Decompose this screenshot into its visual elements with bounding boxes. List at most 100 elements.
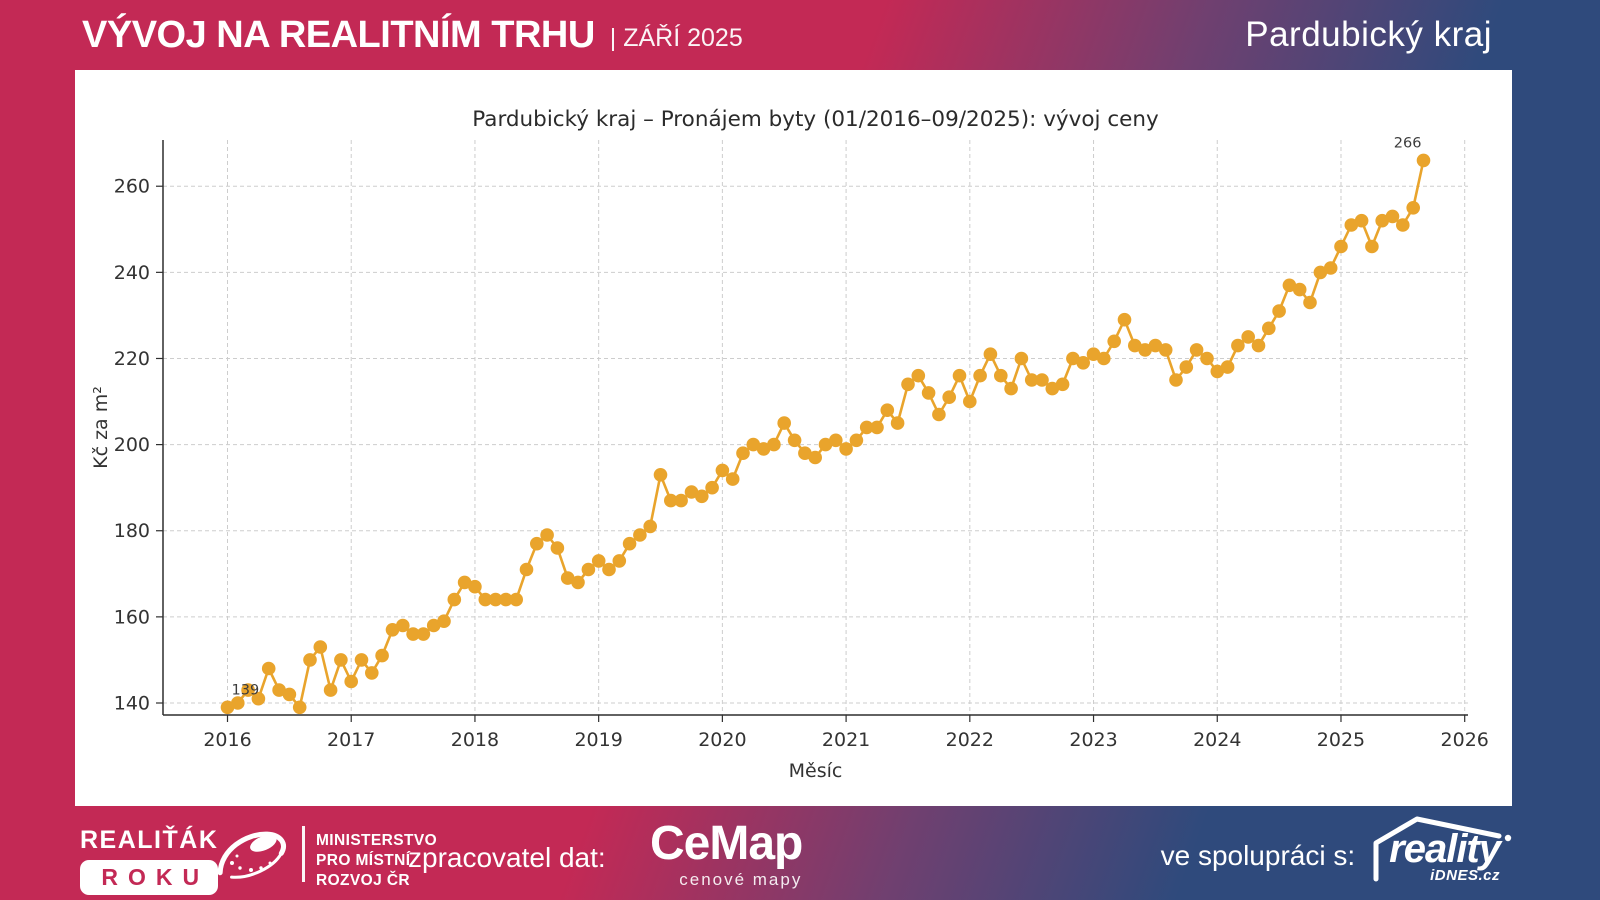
- data-point-marker: [1169, 373, 1183, 387]
- annotation-label: 266: [1394, 135, 1422, 151]
- data-point-marker: [880, 403, 895, 418]
- data-point-marker: [365, 666, 379, 680]
- data-point-marker: [1323, 261, 1338, 275]
- data-point-marker: [942, 390, 956, 405]
- data-point-marker: [1138, 343, 1152, 357]
- ministry-label: MINISTERSTVO PRO MÍSTNÍ ROZVOJ ČR: [316, 831, 437, 890]
- top-bar: VÝVOJ NA REALITNÍM TRHU | ZÁŘÍ 2025 Pard…: [0, 0, 1600, 70]
- data-point-marker: [1354, 213, 1369, 228]
- data-point-marker: [530, 536, 544, 551]
- data-point-marker: [849, 433, 864, 448]
- data-point-marker: [272, 683, 286, 697]
- data-point-marker: [818, 437, 833, 452]
- data-point-marker: [1313, 265, 1328, 280]
- data-point-marker: [602, 562, 616, 577]
- data-point-marker: [426, 618, 441, 633]
- data-point-marker: [1416, 153, 1431, 168]
- data-point-marker: [1385, 209, 1400, 224]
- data-point-marker: [695, 489, 709, 504]
- data-point-marker: [1241, 330, 1255, 344]
- data-point-marker: [994, 368, 1008, 383]
- data-point-marker: [313, 640, 328, 654]
- data-point-marker: [736, 446, 750, 461]
- data-point-marker: [478, 592, 493, 607]
- data-point-marker: [416, 627, 431, 641]
- partner-label: ve spolupráci s:: [1160, 840, 1356, 871]
- data-point-marker: [653, 468, 668, 482]
- x-tick-label: 2022: [946, 729, 994, 751]
- chart-card: 140 160 180 200 220 240 260 2016 2017 2018 2019 202…: [75, 70, 1512, 806]
- data-point-marker: [622, 536, 637, 551]
- data-point-marker: [1066, 351, 1080, 366]
- data-point-marker: [684, 485, 699, 499]
- data-point-marker: [921, 386, 936, 400]
- data-point-marker: [1282, 278, 1297, 293]
- data-point-marker: [715, 463, 730, 478]
- data-provider-label: zpracovatel dat:: [408, 842, 606, 873]
- data-point-marker: [499, 592, 513, 607]
- price-line-chart: 140 160 180 200 220 240 260 2016 2017 2018 2019 202…: [90, 107, 1489, 782]
- data-point-marker: [901, 377, 915, 392]
- data-point-marker: [303, 653, 317, 667]
- x-tick-label: 2016: [203, 729, 251, 751]
- data-point-marker: [870, 420, 884, 435]
- data-point-marker: [890, 416, 905, 430]
- data-point-marker: [1396, 218, 1410, 232]
- data-point-marker: [251, 691, 266, 706]
- data-point-marker: [354, 653, 369, 667]
- x-tick-label: 2020: [698, 729, 746, 751]
- reality-idnes-logo: reality iDNES.cz: [1373, 816, 1512, 884]
- data-point-marker: [1210, 364, 1225, 379]
- data-point-marker: [261, 661, 276, 676]
- data-point-marker: [231, 696, 245, 710]
- house-roof-icon: [1373, 816, 1512, 881]
- y-axis-label: Kč za m²: [90, 386, 112, 469]
- y-tick-label: 200: [114, 434, 150, 456]
- y-tick-label: 180: [114, 520, 150, 542]
- data-point-marker: [674, 493, 688, 508]
- ministry-line-3: ROZVOJ ČR: [316, 871, 411, 889]
- x-axis-label: Měsíc: [789, 760, 843, 782]
- x-tick-label: 2017: [327, 729, 375, 751]
- price-series-markers: [220, 153, 1431, 715]
- roku-badge: ROKU: [80, 860, 219, 895]
- data-point-marker: [1148, 338, 1163, 353]
- data-point-marker: [1097, 351, 1111, 366]
- data-point-marker: [808, 450, 822, 465]
- data-point-marker: [571, 575, 585, 590]
- data-point-marker: [664, 493, 678, 508]
- data-point-marker: [756, 442, 771, 456]
- realitak-roku-logo: REALIŤÁK ROKU: [80, 826, 219, 895]
- data-point-marker: [1251, 338, 1266, 353]
- data-point-marker: [581, 562, 596, 577]
- data-point-marker: [1045, 381, 1060, 396]
- data-point-marker: [1262, 321, 1276, 336]
- data-point-marker: [468, 579, 482, 594]
- data-point-marker: [220, 700, 235, 715]
- data-point-marker: [591, 554, 606, 568]
- data-point-marker: [859, 420, 874, 435]
- data-point-marker: [1107, 334, 1121, 349]
- data-point-marker: [447, 592, 462, 607]
- data-point-marker: [932, 407, 946, 422]
- x-tick-label: 2021: [822, 729, 870, 751]
- data-point-marker: [798, 446, 812, 461]
- data-point-marker: [241, 683, 255, 697]
- footer-divider: [302, 826, 305, 882]
- data-point-marker: [385, 623, 400, 637]
- y-tick-label: 160: [114, 606, 150, 628]
- data-point-marker: [1200, 351, 1214, 366]
- data-point-marker: [1292, 282, 1307, 297]
- data-point-marker: [746, 437, 761, 452]
- data-point-marker: [1004, 381, 1018, 396]
- data-point-marker: [983, 347, 998, 362]
- data-point-marker: [911, 368, 926, 383]
- data-point-marker: [612, 554, 627, 568]
- data-point-marker: [787, 433, 802, 448]
- data-point-marker: [1158, 343, 1173, 357]
- data-point-marker: [1014, 351, 1029, 366]
- data-point-marker: [705, 480, 719, 495]
- data-point-marker: [1303, 295, 1317, 310]
- cemap-tagline: cenové mapy: [679, 870, 803, 889]
- y-tick-label: 260: [114, 176, 150, 198]
